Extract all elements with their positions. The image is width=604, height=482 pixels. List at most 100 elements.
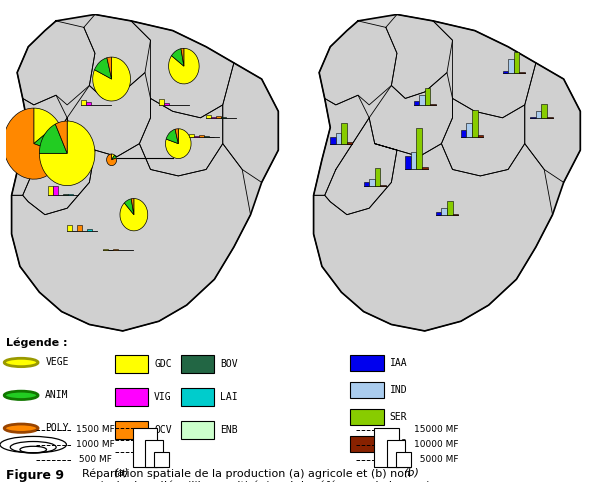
Circle shape (4, 358, 38, 367)
Wedge shape (112, 155, 117, 160)
Text: ENB: ENB (220, 425, 238, 435)
Wedge shape (39, 124, 67, 153)
Bar (461, 130, 466, 137)
Wedge shape (172, 49, 184, 66)
Text: 500 MF: 500 MF (76, 455, 111, 464)
Bar (425, 88, 430, 105)
Bar (405, 156, 411, 170)
Polygon shape (11, 144, 251, 331)
Text: ANIM: ANIM (45, 390, 69, 401)
Wedge shape (131, 199, 134, 214)
Bar (414, 101, 419, 105)
Circle shape (4, 424, 38, 432)
Wedge shape (94, 58, 112, 79)
Bar (350, 355, 384, 372)
Bar (87, 229, 92, 231)
Bar (48, 186, 53, 195)
Polygon shape (17, 21, 95, 105)
Bar (387, 440, 405, 467)
Text: IAA: IAA (390, 358, 407, 368)
Polygon shape (223, 63, 278, 182)
Bar (181, 421, 214, 439)
Bar (442, 208, 447, 214)
Bar (103, 249, 108, 250)
Text: 1500 MF: 1500 MF (76, 425, 114, 434)
Bar (216, 116, 221, 118)
Polygon shape (442, 98, 525, 176)
Text: OCV: OCV (154, 425, 172, 435)
Polygon shape (131, 21, 234, 118)
Wedge shape (165, 129, 191, 159)
Wedge shape (175, 129, 178, 144)
Bar (430, 104, 436, 105)
Wedge shape (56, 121, 67, 153)
Bar (67, 225, 72, 231)
Circle shape (4, 391, 38, 400)
Bar (472, 109, 478, 137)
Wedge shape (3, 108, 63, 179)
Bar (330, 137, 336, 144)
Bar (133, 428, 157, 467)
Wedge shape (34, 123, 65, 155)
Text: GDC: GDC (154, 359, 172, 369)
Wedge shape (181, 48, 184, 66)
Bar (164, 103, 169, 105)
Bar (447, 201, 452, 214)
Text: (b): (b) (403, 468, 419, 478)
Text: IND: IND (390, 385, 407, 395)
Bar (63, 194, 68, 195)
Polygon shape (140, 98, 223, 176)
Polygon shape (11, 95, 67, 195)
Text: 15000 MF: 15000 MF (414, 425, 458, 434)
Text: Figure 9: Figure 9 (6, 469, 64, 482)
Wedge shape (112, 154, 115, 160)
Polygon shape (313, 95, 369, 195)
Polygon shape (369, 73, 452, 157)
Bar (350, 436, 384, 452)
Bar (350, 382, 384, 398)
Bar (115, 421, 148, 439)
Bar (513, 52, 519, 73)
Text: BOV: BOV (220, 359, 238, 369)
Bar (374, 428, 399, 467)
Bar (419, 94, 425, 105)
Wedge shape (169, 48, 199, 84)
Bar (181, 355, 214, 373)
Polygon shape (319, 21, 397, 105)
Polygon shape (67, 73, 150, 157)
Bar (336, 134, 341, 144)
Wedge shape (166, 129, 178, 144)
Bar (530, 117, 536, 118)
Text: VIG: VIG (154, 392, 172, 402)
Bar (436, 212, 442, 214)
Bar (206, 115, 211, 118)
Wedge shape (107, 57, 112, 79)
Bar (381, 185, 386, 186)
Bar (347, 142, 353, 144)
Bar (68, 194, 72, 195)
Bar (422, 167, 428, 170)
Bar (519, 72, 525, 73)
Text: 1000 MF: 1000 MF (76, 440, 114, 449)
Bar (190, 134, 194, 137)
Bar (341, 123, 347, 144)
Bar (159, 99, 164, 105)
Polygon shape (23, 118, 95, 214)
Bar (369, 179, 374, 186)
Bar (194, 135, 199, 137)
Polygon shape (525, 63, 580, 182)
Bar (86, 103, 91, 105)
Bar (411, 152, 416, 170)
Bar (478, 135, 483, 137)
Wedge shape (107, 154, 117, 166)
Text: VEGE: VEGE (45, 358, 69, 367)
Text: SER: SER (390, 412, 407, 422)
Bar (115, 355, 148, 373)
Bar (204, 136, 210, 137)
Bar (114, 249, 118, 250)
Polygon shape (313, 14, 580, 331)
Bar (81, 100, 86, 105)
Polygon shape (325, 118, 397, 214)
Bar (416, 128, 422, 170)
Text: Répartition spatiale de la production (a) agricole et (b) non
agricole dans l’éq: Répartition spatiale de la production (a… (82, 469, 443, 482)
